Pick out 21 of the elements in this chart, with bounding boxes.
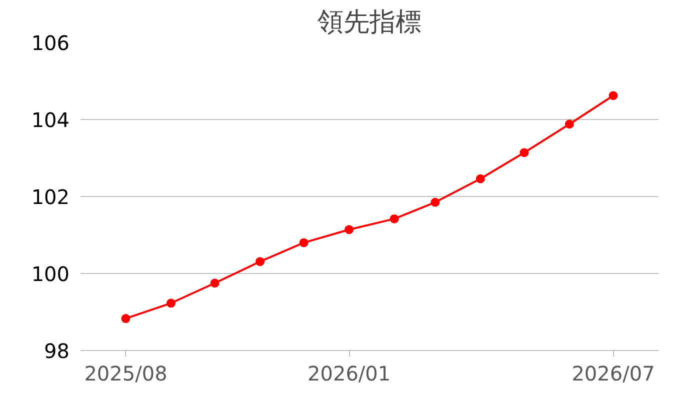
y-tick-label: 98 xyxy=(44,339,70,363)
point xyxy=(344,225,354,234)
point xyxy=(476,174,485,184)
chart-title: 領先指標 xyxy=(318,8,422,38)
x-tick-label: 2026/07 xyxy=(572,362,655,386)
point xyxy=(608,91,618,100)
point xyxy=(390,214,399,224)
point xyxy=(430,198,440,207)
point xyxy=(166,298,176,308)
y-tick-label: 100 xyxy=(31,262,70,286)
point xyxy=(520,148,529,158)
y-tick-label: 104 xyxy=(31,108,70,132)
x-tick-label: 2025/08 xyxy=(84,362,168,386)
point xyxy=(210,278,220,288)
y-tick-label: 106 xyxy=(31,31,70,55)
point xyxy=(564,120,574,129)
point xyxy=(256,257,265,266)
point xyxy=(299,238,308,248)
x-tick-label: 2026/01 xyxy=(308,362,391,386)
y-tick-label: 102 xyxy=(31,185,70,209)
point xyxy=(121,314,130,324)
